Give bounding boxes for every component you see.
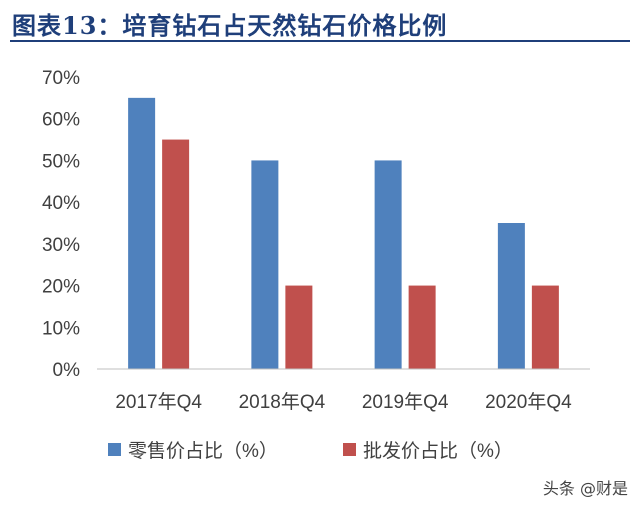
title-underline bbox=[10, 40, 630, 42]
bar bbox=[497, 223, 525, 369]
bar bbox=[162, 139, 190, 369]
y-tick-label: 30% bbox=[42, 235, 80, 256]
bar bbox=[374, 160, 402, 369]
bar bbox=[251, 160, 279, 369]
y-tick-label: 10% bbox=[42, 318, 80, 339]
x-tick-label: 2017年Q4 bbox=[115, 391, 202, 413]
y-tick-label: 50% bbox=[42, 151, 80, 172]
bar bbox=[531, 285, 559, 369]
legend-swatch bbox=[108, 443, 121, 456]
y-tick-label: 40% bbox=[42, 193, 80, 214]
x-tick-label: 2019年Q4 bbox=[362, 391, 449, 413]
bar bbox=[408, 285, 436, 369]
y-tick-label: 0% bbox=[53, 360, 81, 381]
x-tick-label: 2020年Q4 bbox=[485, 391, 572, 413]
y-tick-label: 70% bbox=[42, 68, 80, 89]
legend-label: 零售价占比（%） bbox=[128, 440, 278, 462]
x-tick-label: 2018年Q4 bbox=[239, 391, 326, 413]
bar bbox=[285, 285, 313, 369]
legend: 零售价占比（%） 批发价占比（%） bbox=[108, 440, 513, 462]
y-tick-label: 60% bbox=[42, 110, 80, 131]
watermark-text: 头条 @财是 bbox=[542, 479, 628, 498]
legend-label: 批发价占比（%） bbox=[363, 440, 513, 462]
y-axis: 0% 10% 20% 30% 40% 50% 60% 70% bbox=[42, 68, 80, 381]
y-tick-label: 20% bbox=[42, 277, 80, 298]
x-axis: 2017年Q4 2018年Q4 2019年Q4 2020年Q4 bbox=[115, 391, 572, 413]
bars bbox=[128, 97, 559, 369]
chart-title: 图表13：培育钻石占天然钻石价格比例 bbox=[12, 11, 448, 40]
legend-swatch bbox=[343, 443, 356, 456]
bar bbox=[128, 97, 156, 369]
